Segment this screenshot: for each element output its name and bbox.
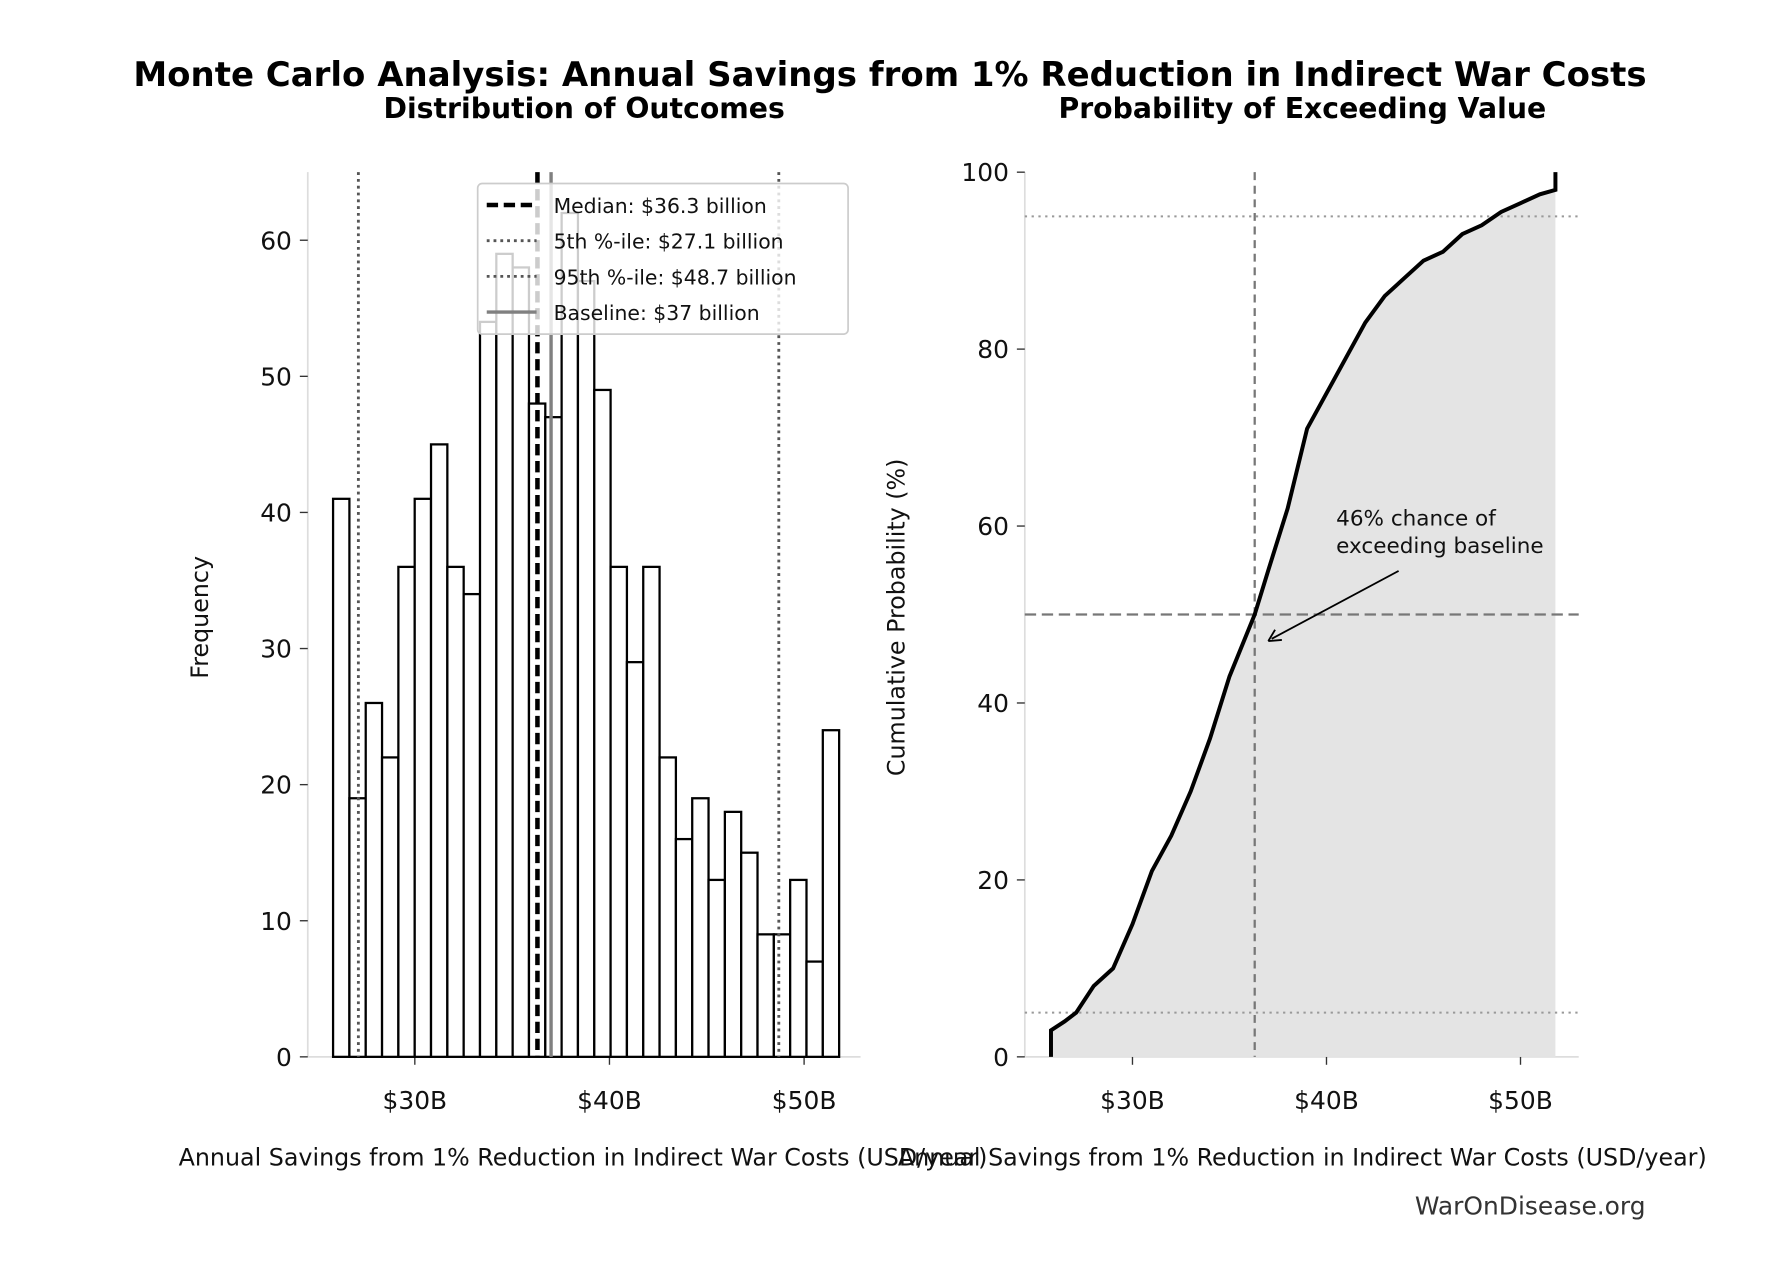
x-tick-label: $30B	[1100, 1086, 1165, 1115]
histogram-bar	[805, 960, 824, 1058]
y-tick-label: 30	[260, 635, 292, 664]
histogram-bar	[756, 933, 775, 1058]
y-tick-label: 40	[260, 498, 292, 527]
left-subtitle: Distribution of Outcomes	[383, 92, 784, 125]
histogram-bar	[723, 810, 743, 1058]
histogram-bar	[740, 851, 759, 1058]
histogram-bar	[446, 565, 465, 1058]
y-tick-label: 100	[961, 158, 1009, 187]
histogram-bar	[789, 878, 808, 1058]
histogram-bar	[397, 565, 416, 1058]
histogram-bar	[658, 756, 678, 1058]
histogram-panel: $30B $40B $50B 0 10 20 30 40 50 60 Median: $36.3 b…	[260, 172, 861, 1115]
cdf-line	[1049, 172, 1558, 1057]
histogram-bar	[593, 388, 612, 1058]
x-tick-label: $50B	[772, 1086, 837, 1115]
histogram-bar	[544, 416, 563, 1058]
histogram-bar	[429, 443, 449, 1058]
histogram-bar	[642, 565, 661, 1058]
histogram-bar	[462, 592, 482, 1058]
left-x-axis-label: Annual Savings from 1% Reduction in Indi…	[179, 1144, 988, 1172]
histogram-bar	[674, 837, 694, 1058]
y-tick-label: 0	[276, 1043, 292, 1072]
right-x-axis-label: Annual Savings from 1% Reduction in Indi…	[898, 1144, 1707, 1172]
cdf-panel: $30B $40B $50B 0 20 40 60 80 100 46% chance ofexc…	[961, 158, 1579, 1115]
figure-title: Monte Carlo Analysis: Annual Savings fro…	[133, 55, 1646, 95]
watermark: WarOnDisease.org	[1415, 1191, 1646, 1220]
histogram-bar	[609, 565, 629, 1058]
annotation-text: exceeding baseline	[1336, 534, 1543, 559]
histogram-bar	[331, 497, 351, 1058]
legend-label: Baseline: $37 billion	[554, 301, 760, 325]
x-tick-label: $30B	[383, 1086, 448, 1115]
histogram-bar	[772, 933, 792, 1058]
histogram-bar	[691, 797, 710, 1058]
y-tick-label: 60	[977, 512, 1009, 541]
legend-label: Median: $36.3 billion	[554, 194, 767, 218]
legend-box	[476, 182, 849, 336]
x-tick-label: $40B	[1294, 1086, 1359, 1115]
histogram-bar	[625, 661, 645, 1058]
y-tick-label: 80	[977, 335, 1009, 364]
y-tick-label: 50	[260, 362, 292, 391]
y-tick-label: 10	[260, 907, 292, 936]
x-tick-label: $50B	[1488, 1086, 1553, 1115]
arrow-head-icon	[1267, 629, 1282, 642]
y-tick-label: 20	[260, 771, 292, 800]
histogram-bar	[478, 320, 498, 1058]
y-tick-label: 20	[977, 866, 1009, 895]
y-tick-label: 40	[977, 689, 1009, 718]
histogram-bar	[380, 756, 400, 1058]
histogram-bar	[413, 497, 433, 1058]
histogram-bar	[511, 266, 531, 1058]
histogram-bar	[364, 701, 384, 1058]
y-tick-label: 60	[260, 226, 292, 255]
left-y-axis-label: Frequency	[186, 556, 214, 679]
annotation-text: 46% chance of	[1336, 507, 1496, 532]
histogram-bar	[707, 878, 726, 1058]
histogram-bar	[495, 252, 514, 1058]
y-tick-label: 0	[993, 1043, 1009, 1072]
right-y-axis-label: Cumulative Probability (%)	[883, 459, 911, 777]
annotation-arrow	[1271, 570, 1400, 640]
right-subtitle: Probability of Exceeding Value	[1058, 92, 1546, 125]
legend-label: 5th %-ile: $27.1 billion	[554, 230, 784, 254]
x-tick-label: $40B	[577, 1086, 642, 1115]
legend-label: 95th %-ile: $48.7 billion	[554, 265, 797, 289]
histogram-bar	[821, 729, 841, 1058]
histogram-bar	[576, 279, 596, 1058]
histogram-bar	[560, 211, 580, 1058]
legend: Median: $36.3 billion 5th %-ile: $27.1 bi…	[476, 182, 849, 336]
